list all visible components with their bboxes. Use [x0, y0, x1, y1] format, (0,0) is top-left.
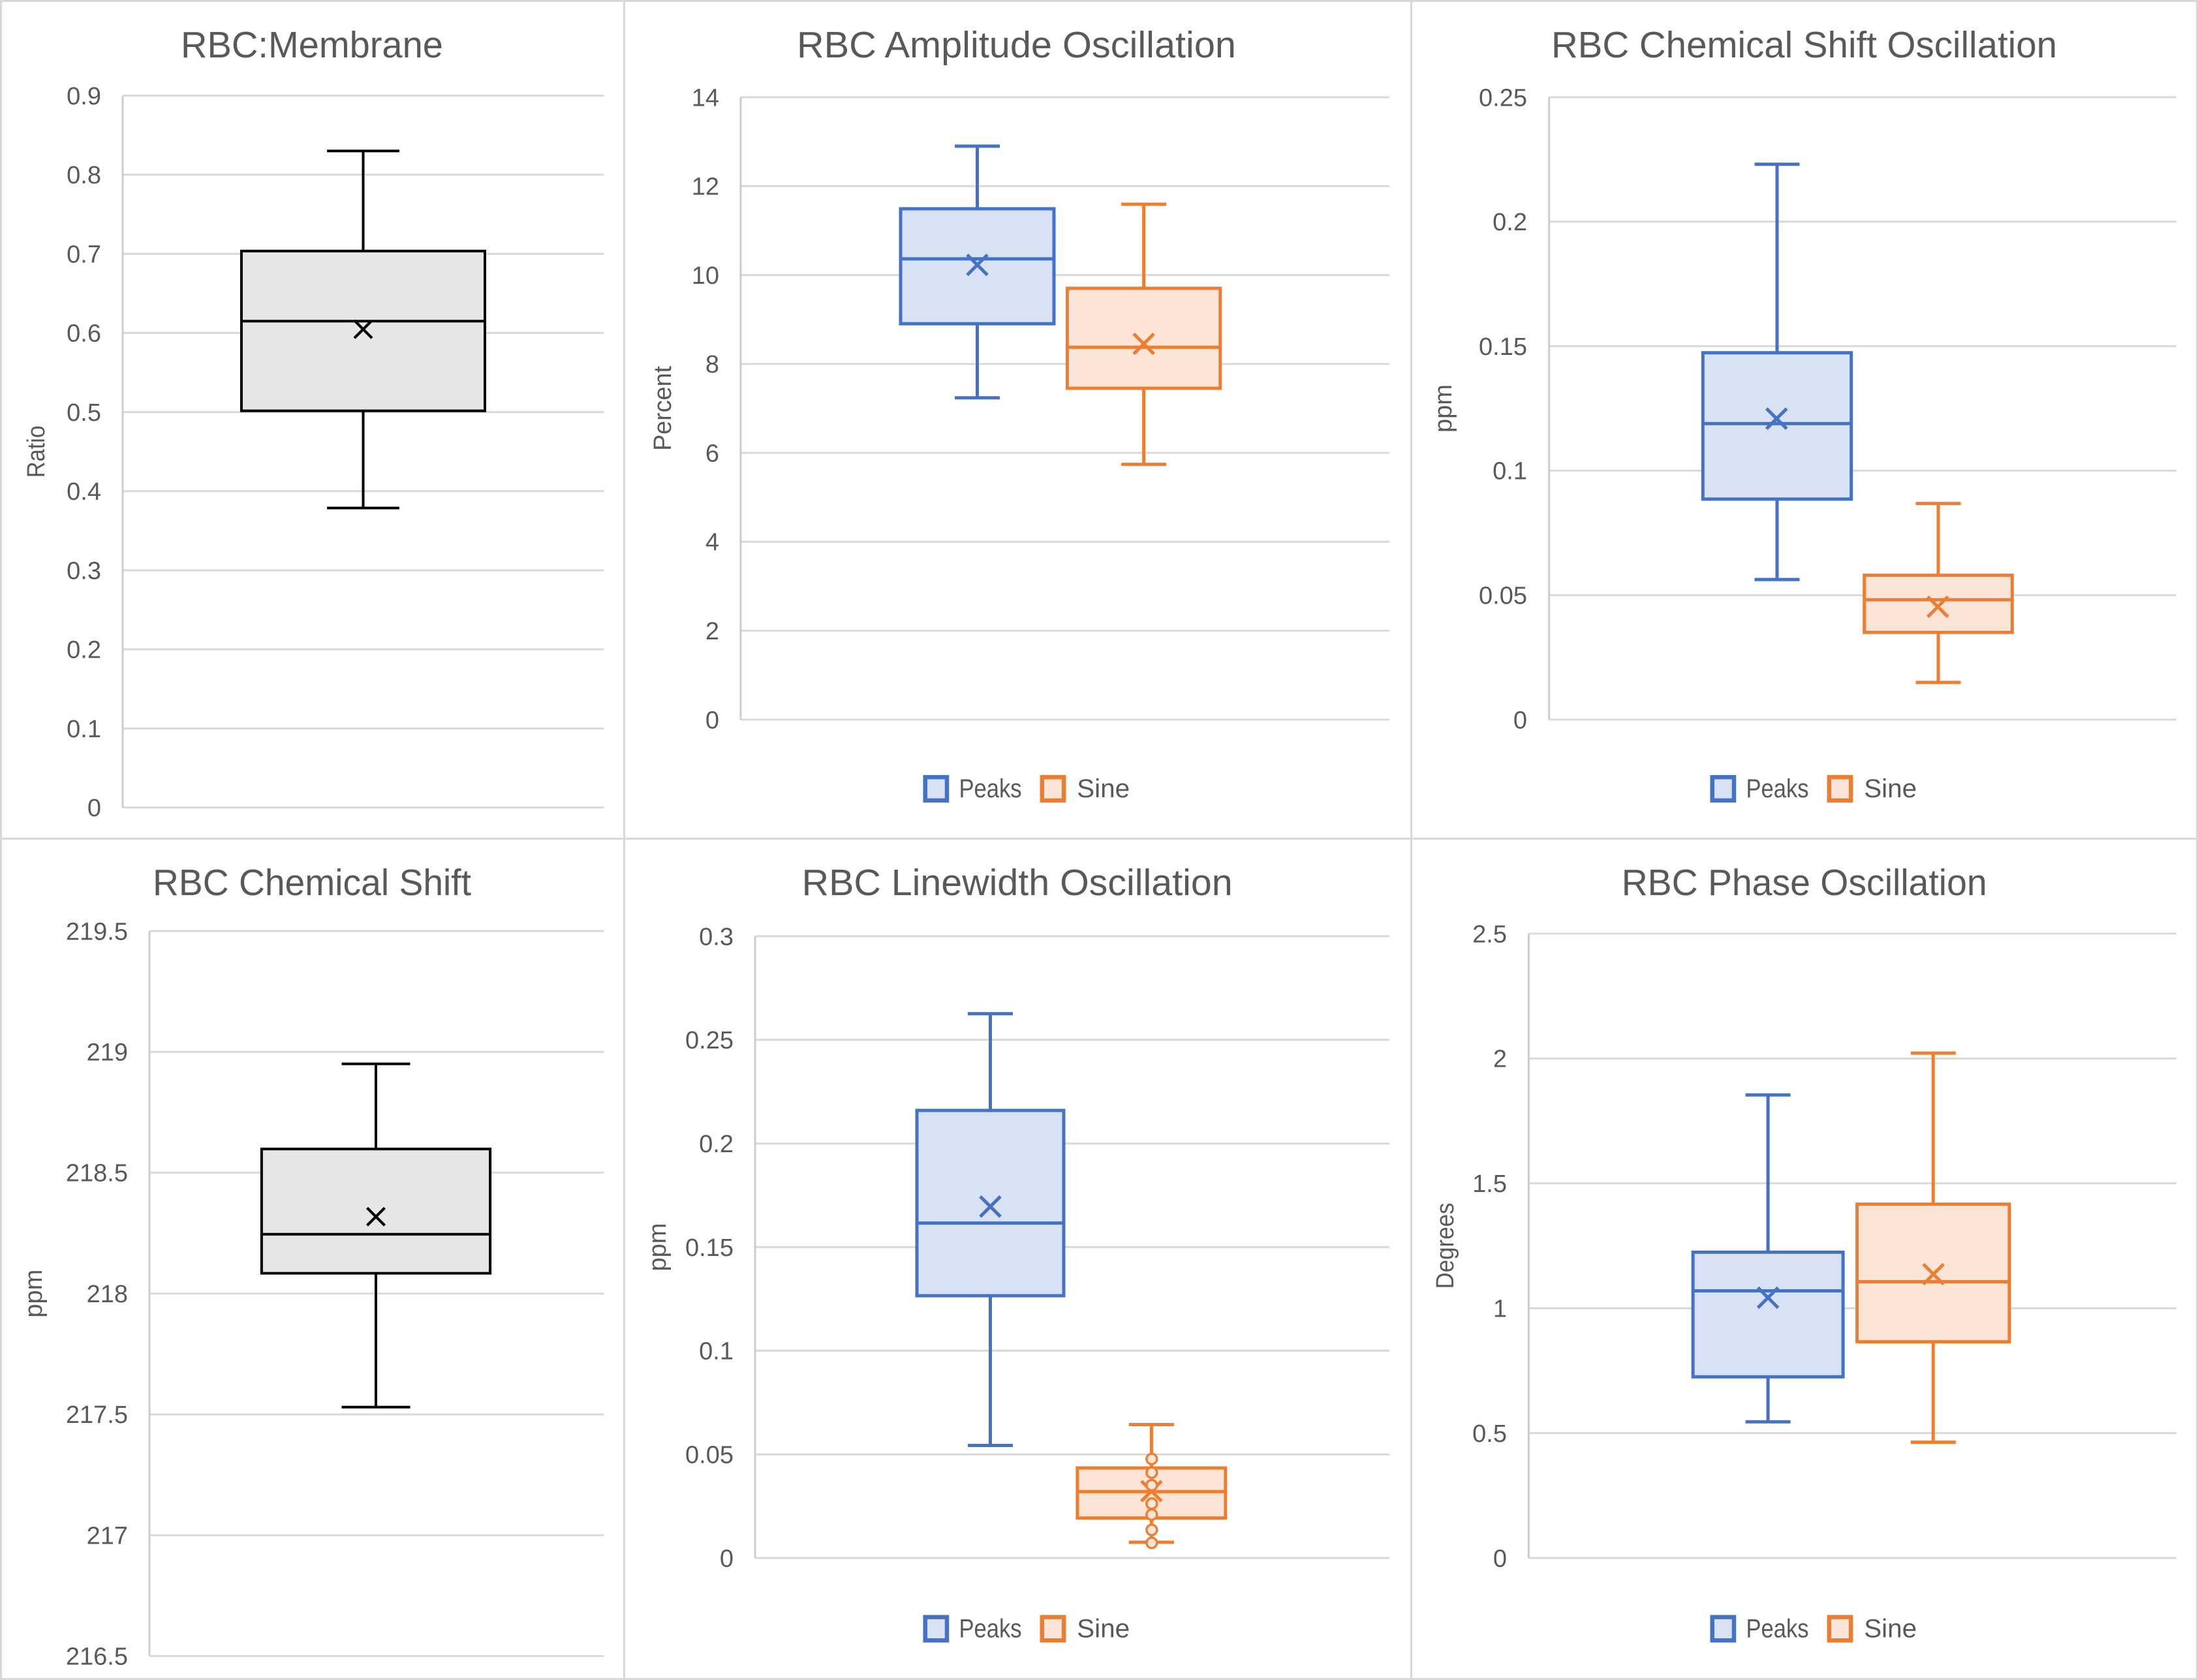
svg-text:Peaks: Peaks [1746, 774, 1809, 803]
svg-text:218.5: 218.5 [66, 1160, 128, 1187]
svg-text:217: 217 [87, 1522, 128, 1550]
svg-text:0: 0 [720, 1545, 734, 1572]
svg-text:0.9: 0.9 [67, 83, 101, 110]
svg-text:0.25: 0.25 [1479, 84, 1527, 112]
svg-text:10: 10 [692, 262, 719, 290]
svg-text:0.2: 0.2 [699, 1131, 734, 1158]
svg-text:RBC Phase Oscillation: RBC Phase Oscillation [1622, 862, 1987, 904]
svg-text:0.15: 0.15 [1479, 333, 1527, 361]
svg-text:0.4: 0.4 [67, 478, 101, 506]
svg-text:0.1: 0.1 [67, 716, 101, 743]
svg-text:Peaks: Peaks [959, 774, 1022, 803]
svg-text:0.3: 0.3 [699, 923, 734, 951]
svg-text:2: 2 [705, 618, 719, 645]
svg-text:2: 2 [1493, 1046, 1507, 1073]
svg-text:6: 6 [705, 440, 719, 467]
svg-text:0.1: 0.1 [699, 1338, 734, 1366]
svg-text:Degrees: Degrees [1432, 1203, 1459, 1289]
svg-text:0: 0 [1513, 707, 1527, 734]
svg-text:14: 14 [692, 84, 719, 112]
svg-text:0.5: 0.5 [1472, 1420, 1507, 1448]
svg-text:RBC Chemical Shift: RBC Chemical Shift [153, 862, 471, 904]
svg-text:0.6: 0.6 [67, 320, 101, 348]
svg-text:1: 1 [1493, 1296, 1507, 1323]
svg-text:217.5: 217.5 [66, 1401, 128, 1429]
svg-text:Peaks: Peaks [959, 1614, 1022, 1643]
svg-text:Ratio: Ratio [23, 425, 50, 478]
svg-text:ppm: ppm [20, 1270, 48, 1318]
svg-text:0.05: 0.05 [1479, 583, 1527, 610]
svg-text:0.2: 0.2 [1493, 209, 1527, 236]
svg-text:0.3: 0.3 [67, 557, 101, 585]
svg-text:Peaks: Peaks [1746, 1614, 1809, 1643]
svg-text:0: 0 [705, 707, 719, 734]
svg-text:0.05: 0.05 [685, 1442, 734, 1469]
svg-text:Sine: Sine [1864, 1614, 1917, 1643]
svg-text:Sine: Sine [1077, 1614, 1130, 1643]
svg-text:ppm: ppm [1430, 384, 1457, 433]
svg-text:0.25: 0.25 [685, 1027, 734, 1054]
svg-text:Sine: Sine [1864, 774, 1917, 803]
svg-text:0.2: 0.2 [67, 637, 101, 664]
svg-text:RBC Amplitude Oscillation: RBC Amplitude Oscillation [797, 24, 1236, 66]
svg-text:219: 219 [87, 1039, 128, 1067]
svg-text:0.5: 0.5 [67, 399, 101, 427]
svg-text:ppm: ppm [644, 1223, 672, 1272]
svg-text:8: 8 [705, 351, 719, 378]
svg-text:218: 218 [87, 1281, 128, 1308]
svg-text:RBC:Membrane: RBC:Membrane [181, 24, 443, 66]
svg-text:0.15: 0.15 [685, 1234, 734, 1262]
svg-text:0.8: 0.8 [67, 162, 101, 189]
svg-text:0.1: 0.1 [1493, 458, 1527, 485]
svg-text:0: 0 [1493, 1545, 1507, 1572]
svg-text:RBC Chemical Shift Oscillation: RBC Chemical Shift Oscillation [1551, 24, 2057, 66]
svg-text:2.5: 2.5 [1472, 921, 1507, 948]
svg-text:0.7: 0.7 [67, 241, 101, 268]
svg-text:219.5: 219.5 [66, 918, 128, 945]
svg-text:12: 12 [692, 174, 719, 201]
svg-text:1.5: 1.5 [1472, 1170, 1507, 1198]
svg-text:4: 4 [705, 529, 719, 557]
svg-text:Sine: Sine [1077, 774, 1130, 803]
svg-text:0: 0 [87, 795, 101, 822]
svg-text:Percent: Percent [649, 366, 677, 451]
svg-text:RBC Linewidth Oscillation: RBC Linewidth Oscillation [802, 862, 1233, 904]
svg-text:216.5: 216.5 [66, 1643, 128, 1671]
